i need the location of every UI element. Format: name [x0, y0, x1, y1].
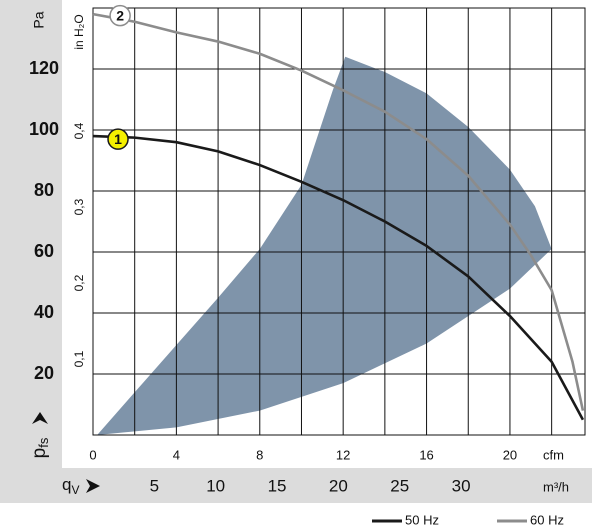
y-tick-label: 120: [29, 58, 59, 78]
y-arrow: [32, 412, 48, 424]
legend-label: 50 Hz: [405, 512, 439, 527]
x-arrow: [86, 479, 100, 493]
y2-tick-label: 0,1: [72, 350, 86, 367]
y2-tick-label: 0,4: [72, 122, 86, 139]
curve-marker: [107, 128, 129, 150]
y-tick-label: 40: [34, 302, 54, 322]
y-tick-label: 20: [34, 363, 54, 383]
curve-marker: [109, 4, 131, 27]
x-tick-label: 4: [173, 447, 180, 462]
plot-frame: [92, 7, 586, 436]
line: [92, 12, 585, 411]
x2-tick-label: 20: [329, 476, 348, 495]
x2-tick-label: 25: [390, 476, 409, 495]
x2-tick-label: 15: [268, 476, 287, 495]
x-tick-label: 16: [419, 447, 433, 462]
x-unit: cfm: [543, 447, 564, 462]
bottom-panel: [0, 468, 592, 503]
y-tick-label: 80: [34, 180, 54, 200]
x-tick-label: 12: [336, 447, 350, 462]
left-panel: [0, 0, 62, 503]
x2-tick-label: 5: [150, 476, 159, 495]
y-tick-label: 60: [34, 241, 54, 261]
y-title: Pa: [31, 11, 47, 28]
line: [92, 134, 585, 421]
y-tick-label: 100: [29, 119, 59, 139]
curve-marker-label: 2: [116, 7, 124, 23]
y-symbol: pfs: [29, 437, 51, 458]
x-tick-label: 20: [503, 447, 517, 462]
x2-tick-label: 10: [206, 476, 225, 495]
x-tick-label: 8: [256, 447, 263, 462]
x2-tick-label: 30: [452, 476, 471, 495]
y2-tick-label: 0,3: [72, 198, 86, 215]
x-tick-label: 0: [89, 447, 96, 462]
y2-tick-label: 0,2: [72, 274, 86, 291]
y2-title: in H₂O: [72, 14, 86, 49]
curve-marker-label: 1: [114, 131, 122, 147]
x2-symbol: qV: [62, 475, 79, 497]
legend-label: 60 Hz: [530, 512, 564, 527]
legend: 50 Hz 60 Hz: [372, 512, 564, 527]
operating-region: [97, 56, 552, 436]
x2-unit: m³/h: [543, 479, 569, 494]
